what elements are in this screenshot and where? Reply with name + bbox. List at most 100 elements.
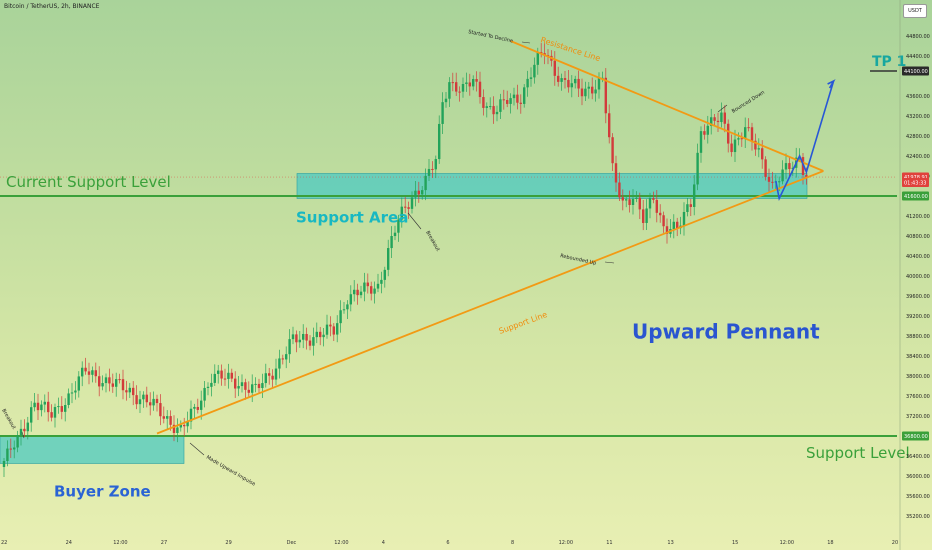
candle-body: [356, 289, 359, 296]
x-tick-label: 27: [161, 540, 167, 546]
candle-body: [152, 398, 155, 406]
candle-body: [322, 334, 325, 338]
candle-body: [2, 461, 6, 467]
candle-body: [407, 207, 410, 209]
candle-body: [16, 435, 19, 448]
candle-body: [509, 98, 512, 104]
candle-body: [716, 120, 720, 123]
candle-body: [730, 143, 733, 153]
candle-body: [580, 88, 584, 97]
buyer-zone: [0, 435, 185, 464]
y-tick-label: 35200.00: [906, 514, 930, 520]
note-bounce: Bounced Down: [731, 90, 766, 115]
candle-body: [784, 163, 788, 170]
candle-body: [672, 221, 675, 230]
candle-body: [455, 82, 458, 92]
candle-body: [591, 86, 594, 94]
candle-body: [77, 376, 80, 391]
candle-body: [805, 174, 808, 177]
candle-body: [421, 190, 424, 195]
x-tick-label: 24: [66, 540, 72, 546]
candle-body: [162, 416, 165, 419]
candle-body: [111, 383, 114, 387]
candle-body: [720, 112, 723, 123]
candle-body: [359, 291, 363, 296]
candle-body: [339, 310, 342, 324]
candle-body: [472, 79, 475, 87]
candle-body: [121, 379, 125, 391]
candle-body: [750, 127, 754, 141]
candle-body: [118, 379, 121, 381]
candle-body: [543, 53, 546, 56]
candle-body: [319, 331, 322, 338]
candle-body: [458, 91, 461, 93]
price-box-level: [902, 431, 929, 441]
candle-body: [400, 206, 403, 220]
candle-body: [706, 125, 709, 135]
candle-body: [703, 131, 706, 135]
y-tick-label: 37200.00: [906, 414, 930, 420]
candle-body: [104, 377, 108, 384]
x-tick-label: 12:00: [559, 540, 573, 546]
candle-body: [254, 383, 257, 385]
x-tick-label: 12:00: [113, 540, 127, 546]
candle-body: [342, 309, 346, 311]
candle-body: [424, 175, 427, 191]
candle-body: [710, 117, 713, 126]
y-tick-label: 37600.00: [906, 394, 930, 400]
candle-body: [325, 324, 329, 335]
candle-body: [217, 370, 220, 374]
candle-body: [329, 324, 332, 327]
candle-body: [288, 339, 291, 355]
candle-body: [631, 198, 635, 205]
candle-body: [444, 98, 448, 103]
candle-body: [138, 399, 142, 405]
candle-body: [247, 389, 250, 393]
candle-body: [70, 392, 74, 394]
candle-body: [74, 390, 77, 393]
candle-body: [495, 111, 499, 115]
candle-body: [101, 383, 104, 387]
x-tick-label: Dec: [287, 540, 297, 546]
note-arrow-decline: [521, 41, 531, 44]
candle-body: [747, 127, 750, 129]
candle-body: [461, 84, 465, 92]
candle-body: [737, 138, 740, 140]
price-box-label: 36800.00: [904, 434, 928, 440]
candle-body: [189, 408, 193, 422]
candle-body: [465, 82, 468, 85]
candle-body: [176, 427, 179, 433]
candle-body: [302, 333, 305, 340]
candle-body: [23, 428, 26, 432]
candle-body: [441, 102, 444, 124]
note-impulse: Made Upward Impulse: [205, 455, 256, 488]
candle-body: [291, 334, 295, 340]
y-tick-label: 42800.00: [906, 134, 930, 140]
candle-body: [132, 387, 135, 396]
candle-body: [166, 416, 169, 419]
candle-body: [237, 386, 240, 389]
candle-body: [713, 117, 716, 121]
candle-body: [40, 404, 43, 411]
candle-body: [740, 138, 743, 140]
candle-body: [404, 206, 407, 208]
candle-body: [475, 79, 478, 82]
x-tick-label: 12:00: [334, 540, 348, 546]
x-tick-label: 6: [446, 540, 449, 546]
candle-body: [693, 184, 696, 207]
candle-body: [478, 81, 482, 98]
y-tick-label: 40000.00: [906, 274, 930, 280]
candle-body: [251, 384, 254, 393]
candle-body: [648, 198, 652, 209]
price-box-label: 41600.00: [904, 194, 928, 200]
candle-body: [448, 82, 451, 99]
candle-body: [159, 403, 162, 417]
candle-body: [26, 422, 29, 432]
candle-body: [410, 197, 414, 209]
candle-body: [206, 386, 210, 388]
candle-body: [570, 83, 573, 88]
candle-body: [125, 390, 128, 393]
candle-body: [230, 372, 233, 379]
currency-button[interactable]: USDT: [903, 4, 927, 18]
